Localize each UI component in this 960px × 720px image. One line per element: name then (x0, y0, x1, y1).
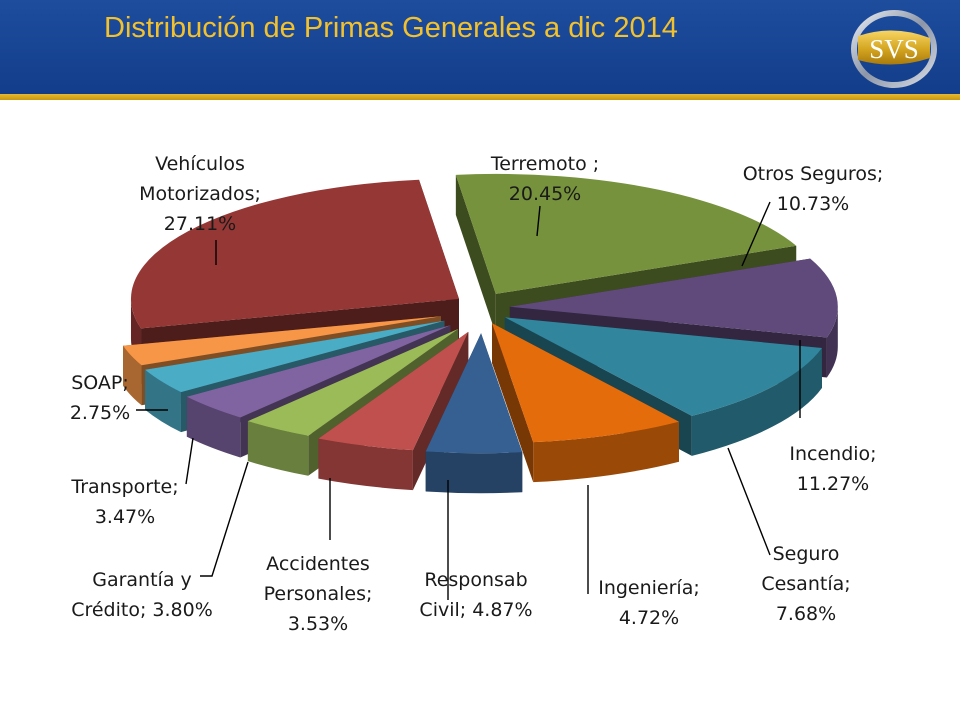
data-label-responsab-civil: Responsab Civil; 4.87% (419, 569, 532, 621)
logo-text: SVS (869, 34, 919, 64)
slide-title: Distribución de Primas Generales a dic 2… (104, 12, 678, 44)
slice-top (318, 331, 469, 451)
data-label-line: 3.47% (95, 506, 155, 528)
slice-rim (247, 421, 309, 476)
data-label-line: Responsab (424, 569, 527, 591)
slice-rim (123, 345, 142, 406)
data-label-line: Cesantía; (761, 573, 850, 595)
slice-top (504, 317, 822, 416)
leader-line-transporte (185, 437, 194, 485)
data-label-garantia-y-credito: Garantía y Crédito; 3.80% (71, 569, 213, 621)
pie-slice-seguro-cesantia (491, 323, 679, 483)
data-label-line: Crédito; 3.80% (71, 599, 213, 621)
data-label-transporte: Transporte; 3.47% (70, 476, 178, 528)
slice-top (455, 173, 797, 294)
label-leader-lines (136, 201, 801, 600)
data-label-line: Civil; 4.87% (419, 599, 532, 621)
data-label-line: Ingeniería; (598, 577, 700, 599)
data-label-line: Terremoto ; (490, 153, 599, 175)
data-label-line: Otros Seguros; (743, 163, 884, 185)
data-label-line: 11.27% (797, 473, 869, 495)
data-label-otros-seguros: Otros Seguros; 10.73% (743, 163, 884, 215)
slice-rim (826, 306, 838, 378)
data-label-line: Garantía y (92, 569, 192, 591)
data-label-line: 10.73% (777, 193, 849, 215)
data-label-line: Motorizados; (139, 183, 261, 205)
slice-rim (533, 421, 679, 483)
data-label-line: Incendio; (789, 443, 876, 465)
slice-top (123, 316, 442, 366)
logo-band (858, 30, 930, 65)
data-label-line: 4.72% (619, 607, 679, 629)
slice-side-face (145, 320, 445, 410)
data-label-line: Personales; (264, 583, 373, 605)
title-bar-accent-rule (0, 94, 960, 100)
leader-line-seguro-cesantia (727, 447, 771, 556)
data-label-seguro-cesantia: Seguro Cesantía; 7.68% (761, 543, 850, 625)
pie-slice-ingenieria (425, 333, 523, 494)
slice-side-face (455, 174, 496, 334)
data-label-line: 20.45% (509, 183, 581, 205)
data-label-line: 7.68% (776, 603, 836, 625)
logo-ring (851, 10, 937, 88)
leader-line-otros-seguros (741, 201, 771, 267)
slice-rim (145, 369, 181, 433)
data-label-line: SOAP; (71, 372, 129, 394)
data-label-line: Accidentes (266, 553, 370, 575)
slice-rim (186, 396, 241, 458)
slice-top (425, 333, 523, 454)
data-label-terremoto: Terremoto ; 20.45% (490, 153, 599, 205)
pie-slices (123, 173, 838, 494)
pie-chart: Terremoto ; 20.45% Otros Seguros; 10.73% Inc… (70, 153, 883, 635)
data-label-line: Transporte; (70, 476, 178, 498)
svs-logo-icon: SVS (851, 10, 937, 88)
data-label-line: Vehículos (155, 153, 245, 175)
data-label-incendio: Incendio; 11.27% (789, 443, 876, 495)
slice-top (186, 325, 451, 418)
data-label-line: 2.75% (70, 402, 130, 424)
data-label-line: 3.53% (288, 613, 348, 635)
data-labels: Terremoto ; 20.45% Otros Seguros; 10.73% Inc… (70, 153, 883, 635)
slice-rim (318, 438, 413, 491)
data-label-line: Seguro (773, 543, 840, 565)
slice-top (509, 258, 838, 338)
leader-line-terremoto (536, 205, 541, 237)
data-label-accidentes-personales: Accidentes Personales; 3.53% (264, 553, 373, 635)
leader-line-garantia-y-credito (200, 461, 249, 577)
slice-side-face (491, 323, 534, 483)
data-label-ingenieria: Ingeniería; 4.72% (598, 577, 700, 629)
slice-top (130, 179, 459, 329)
slice-top (491, 323, 679, 443)
title-bar (0, 0, 960, 94)
slice-rim (425, 451, 523, 494)
slice-top (145, 320, 445, 393)
data-label-line: 27.11% (164, 213, 236, 235)
slice-top (247, 329, 459, 436)
data-label-soap: SOAP; 2.75% (70, 372, 130, 424)
data-label-vehiculos-motorizados: Vehículos Motorizados; 27.11% (139, 153, 261, 235)
slice-rim (691, 347, 822, 456)
